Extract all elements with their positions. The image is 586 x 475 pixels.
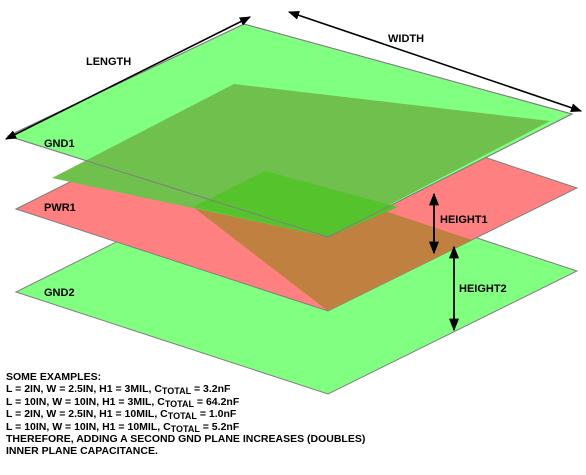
pwr1-label: PWR1 (44, 202, 76, 214)
conclusion-line-1: THEREFORE, ADDING A SECOND GND PLANE INC… (6, 433, 366, 446)
examples-heading: SOME EXAMPLES: (6, 371, 102, 383)
width-label: WIDTH (388, 33, 424, 45)
length-arrow (4, 16, 252, 140)
three-plane-overlap-region (193, 171, 398, 237)
height1-label: HEIGHT1 (440, 214, 488, 226)
height2-label: HEIGHT2 (459, 283, 507, 295)
example-row: L = 2IN, W = 2.5IN, H1 = 10MIL, CTOTAL =… (6, 408, 237, 422)
example-row: L = 10IN, W = 10IN, H1 = 10MIL, CTOTAL =… (6, 420, 240, 434)
example-row: L = 2IN, W = 2.5IN, H1 = 3MIL, CTOTAL = … (6, 383, 231, 397)
gnd2-label: GND2 (44, 287, 75, 299)
width-arrow (287, 10, 583, 113)
examples-caption: SOME EXAMPLES: L = 2IN, W = 2.5IN, H1 = … (6, 371, 566, 458)
length-label: LENGTH (86, 56, 131, 68)
example-row: L = 10IN, W = 10IN, H1 = 3MIL, CTOTAL = … (6, 395, 240, 409)
gnd1-label: GND1 (44, 138, 75, 150)
conclusion-line-2: INNER PLANE CAPACITANCE. (6, 445, 158, 458)
